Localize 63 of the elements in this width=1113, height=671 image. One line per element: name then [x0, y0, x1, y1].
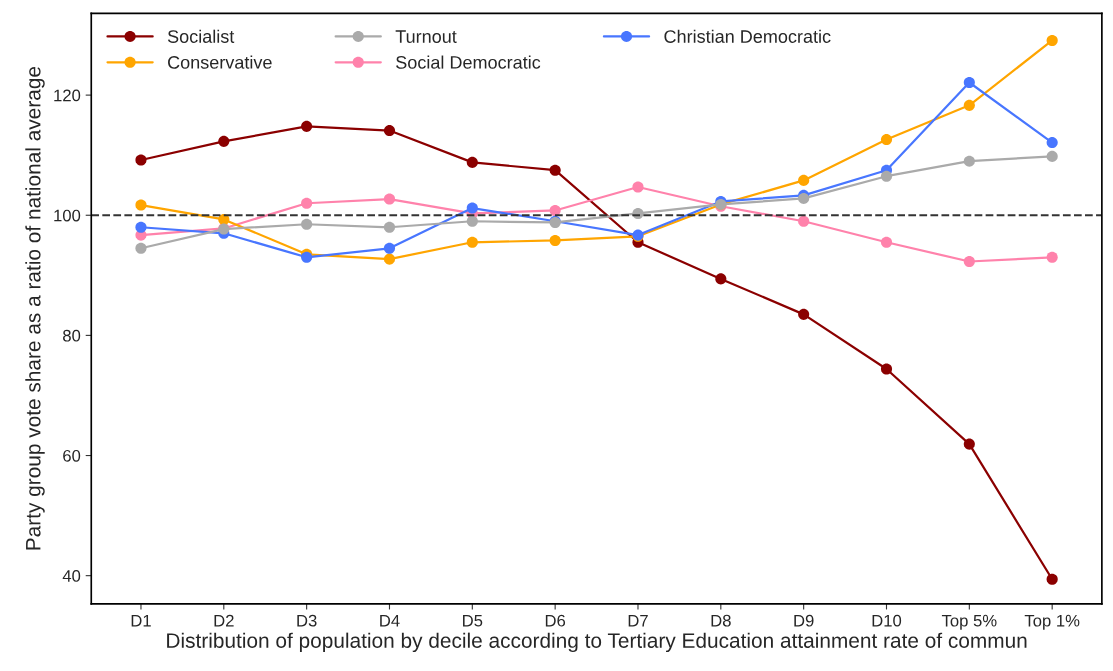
x-tick-label: D7 [628, 614, 648, 627]
x-tick-label: Top 1% [1024, 614, 1080, 630]
legend-label: Socialist [167, 29, 235, 43]
x-tick-label: D9 [794, 614, 814, 627]
legend-label: Conservative [168, 55, 272, 69]
x-tick-label: D10 [872, 614, 902, 627]
point [963, 76, 975, 89]
point [135, 199, 147, 211]
legend-label: Christian Democratic [664, 29, 831, 43]
point [135, 154, 147, 166]
point [549, 204, 561, 216]
y-tick-label: 80 [63, 329, 81, 342]
point [1046, 251, 1058, 263]
point [963, 155, 975, 167]
point [135, 242, 147, 254]
point [880, 363, 893, 375]
x-tick-label: D1 [131, 614, 151, 627]
point [1046, 34, 1058, 47]
point [963, 438, 975, 450]
x-tick-label: D6 [545, 614, 566, 627]
x-tick-label: D2 [214, 614, 234, 627]
point [715, 273, 727, 285]
point [218, 135, 230, 147]
y-tick-label: 40 [62, 570, 81, 582]
point [549, 234, 561, 247]
point [466, 156, 478, 168]
legend-label: Social Democratic [396, 55, 541, 69]
y-tick-label: 60 [63, 449, 81, 462]
point [383, 193, 396, 205]
x-axis-title: Distribution of population by decile according to Tertiary Education attainment rate of commun [167, 632, 1027, 653]
point [798, 215, 810, 227]
legend-label: Turnout [395, 30, 457, 43]
point [963, 255, 975, 268]
x-tick-label: D4 [380, 614, 400, 627]
x-tick-label: D8 [711, 614, 731, 627]
point [301, 120, 313, 132]
point [383, 242, 396, 254]
point [383, 253, 396, 265]
point [1046, 137, 1058, 149]
point [880, 236, 893, 248]
point [466, 236, 478, 248]
point [1046, 573, 1058, 585]
y-axis-title: Party group vote share as a ratio of national average [25, 66, 45, 550]
x-tick-label: D5 [463, 614, 483, 627]
point [549, 164, 561, 176]
point [466, 202, 478, 214]
point [1046, 150, 1058, 162]
point [880, 170, 893, 182]
point [301, 218, 313, 230]
point [301, 197, 313, 209]
point [963, 99, 975, 111]
y-tick-label: 120 [54, 89, 81, 102]
point [135, 221, 147, 233]
point [798, 174, 810, 186]
point [383, 125, 396, 137]
point [383, 221, 396, 233]
point [466, 215, 478, 227]
x-tick-label: D3 [297, 614, 317, 627]
point [880, 134, 893, 146]
point [632, 181, 644, 193]
y-tick-label: 100 [54, 209, 81, 222]
point [798, 308, 810, 320]
x-tick-label: Top 5% [941, 614, 997, 630]
